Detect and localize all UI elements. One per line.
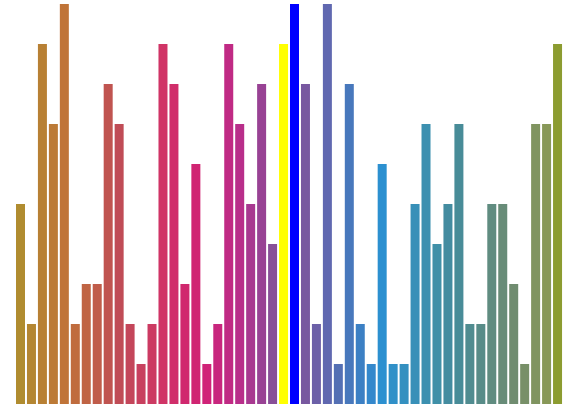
bar-36 — [399, 364, 409, 404]
bar-12 — [136, 364, 146, 404]
bar-23 — [257, 84, 267, 404]
bar-1 — [16, 204, 25, 404]
bar-7 — [81, 284, 91, 404]
bar-17 — [191, 164, 201, 404]
bar-29 — [322, 4, 332, 404]
bar-33 — [366, 364, 376, 404]
bar-10 — [114, 124, 124, 404]
bar-2 — [26, 324, 36, 404]
bar-8 — [92, 284, 102, 404]
bar-42 — [465, 324, 475, 404]
bar-13 — [147, 324, 157, 404]
bar-4 — [48, 124, 58, 404]
bar-49 — [542, 124, 552, 404]
bar-25 — [279, 44, 289, 404]
bar-5 — [59, 4, 69, 404]
bar-20 — [224, 44, 234, 404]
bar-40 — [443, 204, 453, 404]
bar-24 — [268, 244, 278, 404]
bar-18 — [202, 364, 212, 404]
bar-50 — [553, 44, 563, 404]
bar-11 — [125, 324, 135, 404]
bar-15 — [169, 84, 179, 404]
bar-21 — [235, 124, 245, 404]
bar-6 — [70, 324, 80, 404]
bar-19 — [213, 324, 223, 404]
bar-37 — [410, 204, 420, 404]
bar-44 — [487, 204, 497, 404]
bar-34 — [377, 164, 387, 404]
bar-27 — [300, 84, 310, 404]
bar-9 — [103, 84, 113, 404]
bar-3 — [37, 44, 47, 404]
bar-26 — [290, 4, 299, 404]
bar-47 — [520, 364, 530, 404]
bar-46 — [509, 284, 519, 404]
bar-32 — [355, 324, 365, 404]
bar-48 — [531, 124, 541, 404]
bar-31 — [344, 84, 354, 404]
bar-45 — [498, 204, 508, 404]
bar-22 — [246, 204, 256, 404]
bar-39 — [432, 244, 442, 404]
bar-41 — [454, 124, 464, 404]
bar-35 — [388, 364, 398, 404]
bar-28 — [311, 324, 321, 404]
bar-30 — [333, 364, 343, 404]
bars — [16, 4, 563, 404]
bar-43 — [476, 324, 486, 404]
bar-14 — [158, 44, 168, 404]
bar-16 — [180, 284, 190, 404]
bar-38 — [421, 124, 431, 404]
